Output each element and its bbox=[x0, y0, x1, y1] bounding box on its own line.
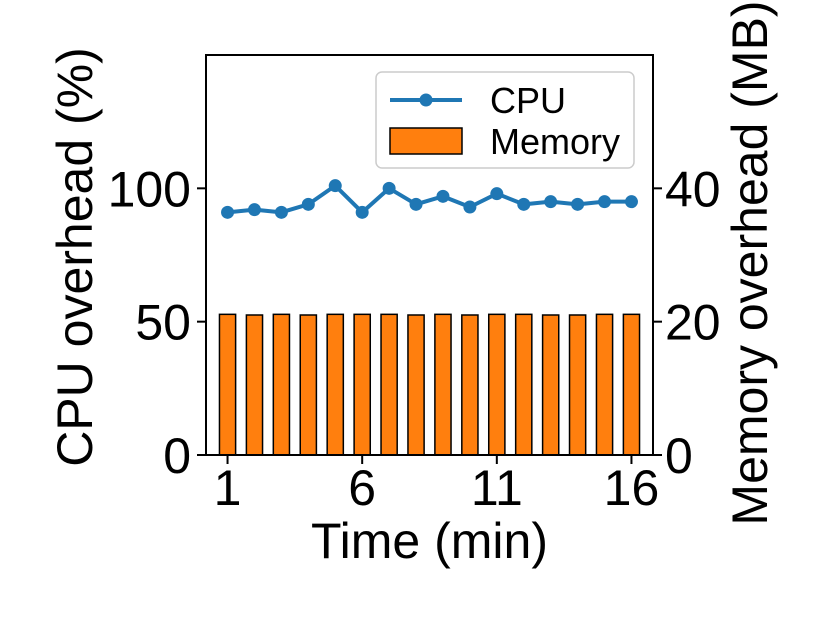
cpu-point bbox=[463, 200, 477, 214]
x-tick-label: 11 bbox=[471, 460, 523, 516]
memory-bar bbox=[218, 313, 237, 456]
legend-memory-patch bbox=[389, 127, 463, 155]
y-tick-label-left: 50 bbox=[135, 295, 191, 351]
memory-bar bbox=[299, 314, 318, 456]
cpu-point bbox=[274, 205, 288, 219]
cpu-point bbox=[382, 181, 396, 195]
memory-bar bbox=[487, 313, 506, 456]
memory-bar bbox=[541, 314, 560, 456]
y-tick-label-right: 0 bbox=[665, 428, 693, 484]
cpu-point bbox=[544, 195, 558, 209]
y-axis-label-right: Memory overhead (MB) bbox=[722, 0, 778, 525]
cpu-point bbox=[221, 205, 235, 219]
memory-bar bbox=[434, 313, 452, 456]
memory-bar bbox=[380, 313, 398, 456]
cpu-point bbox=[247, 203, 261, 217]
memory-bar bbox=[326, 313, 345, 456]
cpu-point bbox=[490, 187, 504, 201]
y-tick-label-right: 20 bbox=[665, 295, 721, 351]
y-tick-label-left: 0 bbox=[163, 428, 191, 484]
cpu-point bbox=[517, 197, 531, 211]
memory-bar bbox=[568, 314, 587, 456]
cpu-point bbox=[328, 179, 342, 193]
x-tick-label: 6 bbox=[348, 460, 376, 516]
legend-label-cpu: CPU bbox=[490, 80, 566, 121]
cpu-point bbox=[355, 205, 369, 219]
memory-bar bbox=[461, 314, 479, 456]
legend-label-memory: Memory bbox=[490, 121, 620, 162]
cpu-point bbox=[409, 197, 423, 211]
y-tick-label-right: 40 bbox=[665, 161, 721, 217]
memory-bar bbox=[622, 313, 641, 456]
cpu-line bbox=[227, 183, 632, 215]
cpu-point bbox=[301, 197, 315, 211]
memory-bar bbox=[272, 313, 291, 456]
cpu-line-series bbox=[221, 179, 638, 219]
memory-bar bbox=[407, 314, 425, 456]
x-tick-label: 1 bbox=[214, 460, 242, 516]
memory-bar bbox=[353, 313, 372, 456]
legend-cpu-dot-marker bbox=[419, 93, 433, 107]
cpu-point bbox=[598, 195, 612, 209]
x-tick-label: 16 bbox=[604, 460, 660, 516]
memory-bar bbox=[245, 314, 264, 456]
cpu-point bbox=[624, 195, 638, 209]
legend: CPU Memory bbox=[375, 71, 635, 169]
y-tick-label-left: 100 bbox=[108, 161, 191, 217]
x-axis-label: Time (min) bbox=[311, 513, 548, 569]
memory-bar bbox=[514, 313, 533, 456]
memory-bar bbox=[595, 313, 614, 456]
y-axis-label-left: CPU overhead (%) bbox=[47, 47, 103, 467]
cpu-point bbox=[571, 197, 585, 211]
memory-bars bbox=[218, 313, 641, 456]
cpu-point bbox=[436, 189, 450, 203]
plot-area-frame bbox=[205, 54, 654, 456]
